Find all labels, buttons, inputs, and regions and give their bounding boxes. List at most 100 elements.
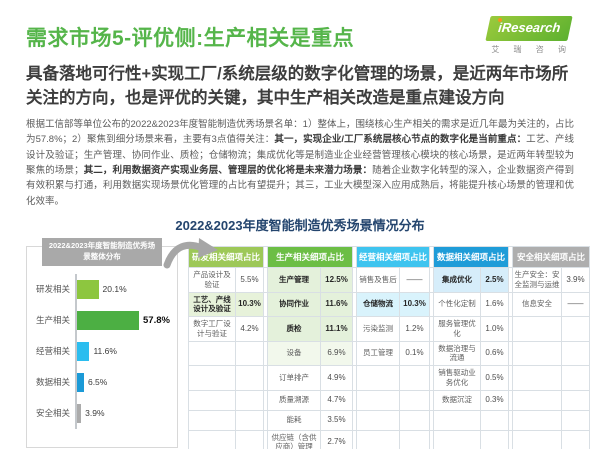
table-column-header: 生产相关细项占比	[268, 247, 352, 268]
column-gap	[264, 341, 267, 366]
table-cell-empty	[562, 366, 589, 390]
table-cell-empty	[434, 430, 480, 449]
bar-row: 生产相关 57.8%	[31, 304, 175, 336]
table-column-header: 经营相关细项占比	[357, 247, 429, 268]
chart-content-area: 2022&2023年度智能制造优秀场景整体分布 研发相关 20.1% 生产相关 57.…	[26, 238, 590, 449]
table-cell-value: 2.7%	[321, 430, 352, 449]
table-cell-name: 员工管理	[357, 341, 399, 366]
table-cell-value: 2.5%	[481, 268, 508, 292]
table-cell-empty	[189, 390, 235, 410]
column-gap	[430, 430, 433, 449]
table-cell-value: 0.1%	[400, 341, 429, 366]
table-cell-name: 质量溯源	[268, 390, 320, 410]
table-cell-empty	[400, 390, 429, 410]
bar-value-label: 3.9%	[85, 408, 105, 419]
table-cell-empty	[513, 410, 561, 430]
column-gap	[264, 366, 267, 390]
column-gap	[509, 410, 512, 430]
paragraph-segment: 根据工信部等单位公布的2022&2023年度智能制造优秀场景名单：1）整体上，围…	[26, 118, 574, 146]
logo-wordmark: iResearch	[497, 18, 561, 35]
table-cell-empty	[236, 341, 263, 366]
table-cell-empty	[189, 341, 235, 366]
column-gap	[353, 366, 356, 390]
column-gap	[430, 247, 433, 268]
paragraph-segment-bold: 其二，利用数据资产实现业务层、管理层的优化将是未来潜力场景：	[83, 164, 373, 176]
table-cell-empty	[481, 410, 508, 430]
table-cell-empty	[236, 410, 263, 430]
column-gap	[430, 410, 433, 430]
table-cell-name: 质检	[268, 317, 320, 341]
bar-category-label: 数据相关	[35, 377, 70, 388]
table-cell-value: 0.5%	[481, 366, 508, 390]
bar	[77, 403, 82, 423]
table-cell-empty	[434, 410, 480, 430]
column-gap	[430, 390, 433, 410]
table-cell-empty	[236, 390, 263, 410]
logo-orange-dot-icon	[497, 18, 502, 22]
table-cell-name: 污染监测	[357, 317, 399, 341]
table-cell-name: 设备	[268, 341, 320, 366]
table-cell-empty	[562, 341, 589, 366]
column-gap	[353, 292, 356, 317]
chart-title: 2022&2023年度智能制造优秀场景情况分布	[175, 218, 425, 234]
column-gap	[264, 268, 267, 292]
bar	[77, 310, 139, 330]
bar-value-label: 20.1%	[102, 284, 127, 295]
bar-category-label: 研发相关	[35, 284, 70, 295]
column-gap	[430, 341, 433, 366]
column-gap	[509, 292, 512, 317]
column-gap	[353, 410, 356, 430]
subtitle: 具备落地可行性+实现工厂/系统层级的数字化管理的场景，是近两年市场所关注的方向，…	[26, 65, 569, 107]
bar	[77, 372, 84, 392]
column-gap	[264, 247, 267, 268]
detail-table: 研发相关细项占比 生产相关细项占比 经营相关细项占比 数据相关细项占比 安全相关细项占比…	[188, 246, 590, 449]
table-cell-empty	[189, 410, 235, 430]
table-cell-value: 6.9%	[321, 341, 352, 366]
paragraph-segment: 随着企业数字化转型的深入，企业数据资产得到有效积累与打通，利用数据实现场景优化管…	[26, 164, 574, 207]
bar-track: 20.1%	[75, 273, 175, 305]
bar-track: 3.9%	[75, 397, 175, 429]
column-gap	[353, 430, 356, 449]
table-cell-name: 信息安全	[513, 292, 561, 317]
column-gap	[430, 268, 433, 292]
column-gap	[430, 366, 433, 390]
logo-brand-chinese: 艾 瑞 咨 询	[491, 45, 572, 54]
bar-category-label: 安全相关	[35, 408, 70, 419]
table-cell-empty	[513, 317, 561, 341]
table-cell-value: 4.9%	[321, 366, 352, 390]
bar-value-label: 11.6%	[93, 346, 117, 357]
page-title: 需求市场5-评优侧:生产相关是重点	[26, 27, 355, 50]
table-cell-empty	[562, 390, 589, 410]
bar-chart-panel: 2022&2023年度智能制造优秀场景整体分布 研发相关 20.1% 生产相关 57.…	[26, 238, 178, 449]
table-cell-value: 3.9%	[562, 268, 589, 292]
table-cell-value: 1.2%	[400, 317, 429, 341]
bar-value-label: 57.8%	[143, 314, 170, 326]
table-cell-value: 0.3%	[481, 390, 508, 410]
column-gap	[353, 390, 356, 410]
iresearch-logo: iResearch 艾 瑞 咨 询	[484, 16, 573, 55]
table-cell-name: 数据治理与流通	[434, 341, 480, 366]
table-cell-name: 集成优化	[434, 268, 480, 292]
column-gap	[353, 268, 356, 292]
table-cell-name: 数据沉淀	[434, 390, 480, 410]
header: 需求市场5-评优侧:生产相关是重点 iResearch 艾 瑞 咨 询	[26, 16, 574, 55]
table-cell-value: 5.5%	[236, 268, 263, 292]
table-cell-empty	[189, 366, 235, 390]
column-gap	[264, 292, 267, 317]
table-cell-empty	[400, 366, 429, 390]
table-cell-empty	[562, 430, 589, 449]
table-cell-empty	[357, 390, 399, 410]
bar-category-label: 经营相关	[35, 346, 70, 357]
table-cell-value: 4.2%	[236, 317, 263, 341]
body-paragraph: 根据工信部等单位公布的2022&2023年度智能制造优秀场景名单：1）整体上，围…	[26, 117, 574, 209]
table-cell-empty	[562, 317, 589, 341]
column-gap	[509, 268, 512, 292]
column-gap	[430, 317, 433, 341]
bar-row: 研发相关 20.1%	[31, 273, 175, 305]
column-gap	[509, 390, 512, 410]
table-cell-name: 销售驱动业务优化	[434, 366, 480, 390]
bar-track: 57.8%	[75, 304, 175, 336]
logo-box: iResearch	[484, 16, 573, 41]
table-cell-value: 1.0%	[481, 317, 508, 341]
column-gap	[264, 390, 267, 410]
